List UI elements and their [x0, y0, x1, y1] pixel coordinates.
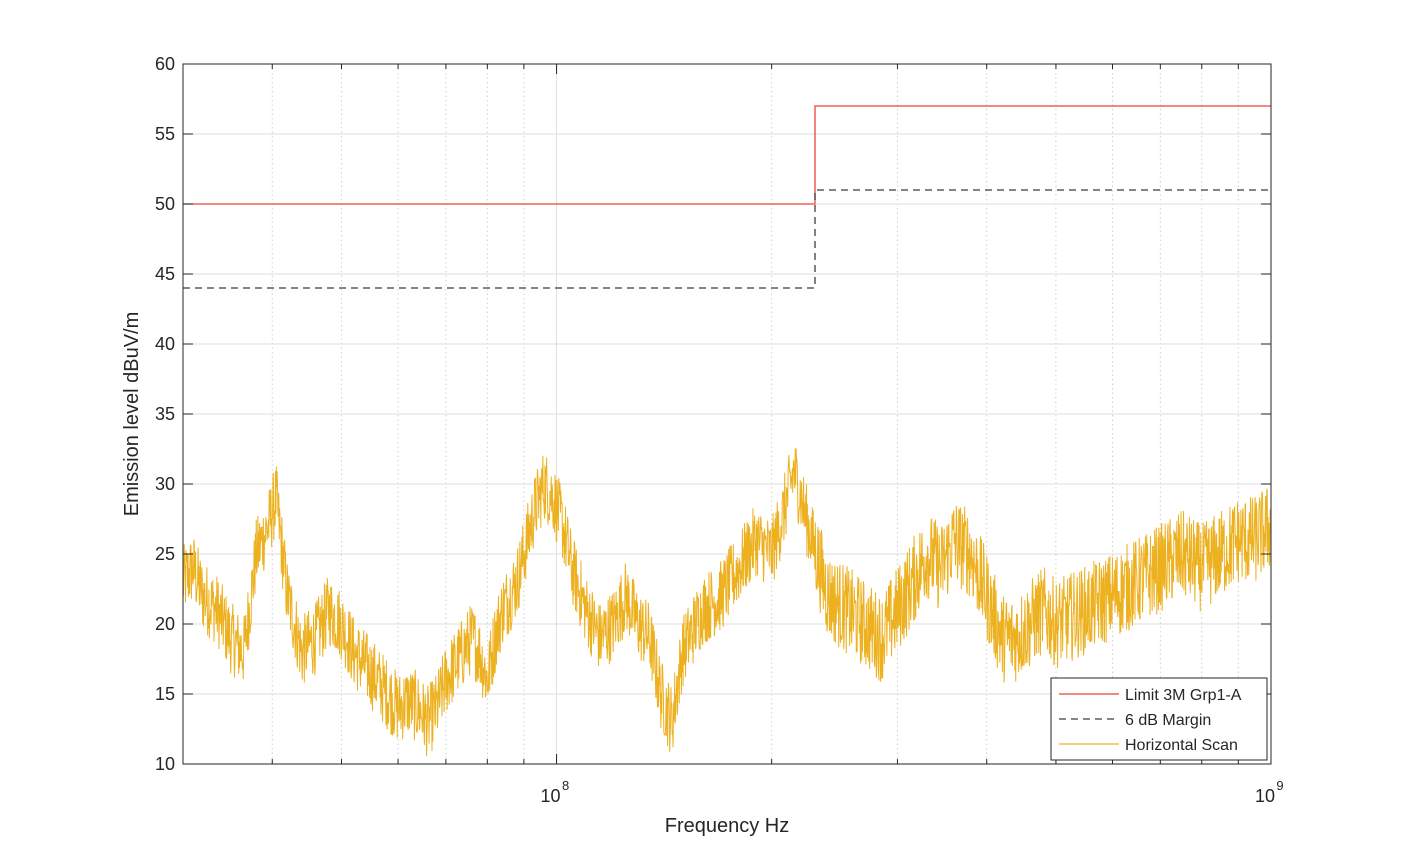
y-tick-label: 55	[155, 124, 175, 144]
y-tick-label: 35	[155, 404, 175, 424]
y-tick-label: 45	[155, 264, 175, 284]
legend: Limit 3M Grp1-A 6 dB Margin Horizontal Sca…	[1050, 677, 1268, 761]
y-tick-label: 25	[155, 544, 175, 564]
x-axis-title: Frequency Hz	[665, 815, 790, 837]
y-tick-label: 10	[155, 754, 175, 774]
x-tick-label-exponent: 9	[1276, 778, 1283, 793]
y-tick-label: 50	[155, 194, 175, 214]
ticks	[183, 63, 1272, 765]
legend-label: Horizontal Scan	[1125, 737, 1238, 754]
legend-label: Limit 3M Grp1-A	[1125, 687, 1242, 704]
y-tick-label: 40	[155, 334, 175, 354]
y-tick-label: 30	[155, 474, 175, 494]
x-tick-label-exponent: 8	[562, 778, 569, 793]
y-axis-title: Emission level dBuV/m	[121, 312, 143, 517]
x-tick-label: 10	[1255, 786, 1275, 806]
legend-label: 6 dB Margin	[1125, 712, 1211, 729]
x-tick-label: 10	[541, 786, 561, 806]
y-tick-label: 60	[155, 54, 175, 74]
series-line-6-db-margin	[183, 189, 1271, 289]
series-line-horizontal-scan	[183, 448, 1271, 757]
series-line-limit-3m-grp1-a	[183, 105, 1271, 205]
series-layer	[183, 105, 1271, 757]
y-tick-label: 20	[155, 614, 175, 634]
y-tick-label: 15	[155, 684, 175, 704]
